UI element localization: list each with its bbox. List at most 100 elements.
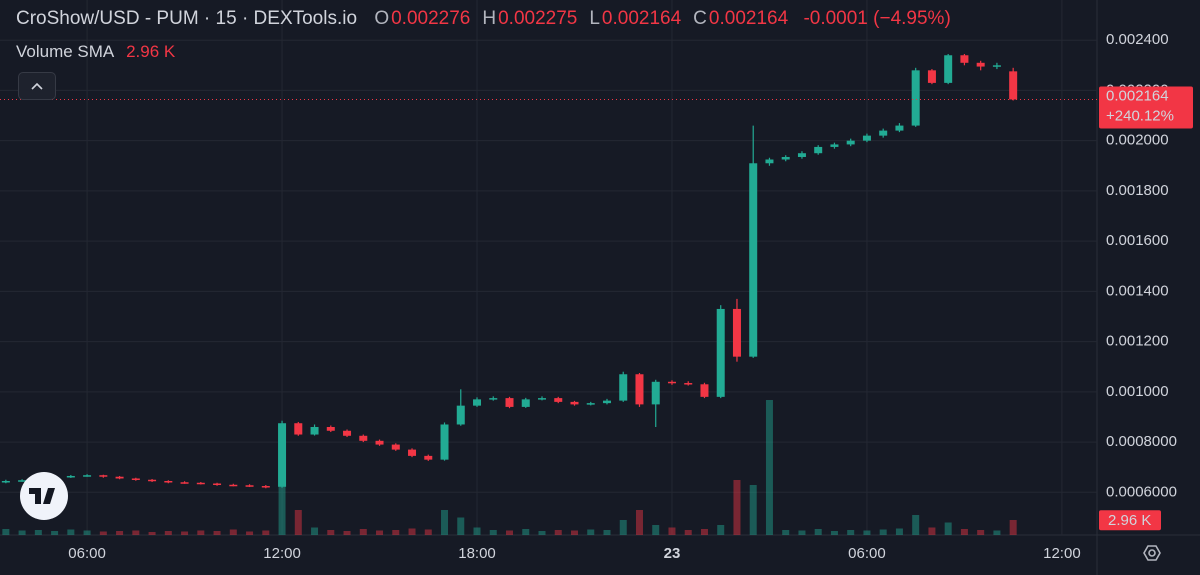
symbol-title: CroShow/USD - PUM · 15 · DEXTools.io — [16, 8, 358, 29]
ohlc-value: 0.002164 — [601, 8, 682, 29]
y-tick-label: 0.001000 — [1106, 383, 1169, 400]
candle-body — [375, 440, 384, 445]
volume-bar — [814, 529, 822, 535]
ohlc-key: O — [374, 8, 390, 29]
candle-body — [408, 449, 417, 456]
volume-bar — [2, 529, 10, 535]
volume-bar — [570, 530, 578, 535]
volume-bar — [912, 515, 920, 535]
chevron[interactable] — [19, 73, 55, 99]
candle-body — [651, 381, 660, 405]
candle-body — [18, 480, 27, 482]
volume-bar — [262, 530, 270, 535]
ohlc-key: C — [693, 8, 707, 29]
volume-bar — [67, 529, 75, 535]
volume-bar — [424, 529, 432, 535]
candle-body — [1, 480, 10, 483]
candle-body — [944, 55, 953, 83]
volume-bar — [213, 531, 221, 535]
candle-body — [895, 125, 904, 131]
candle-body — [521, 399, 530, 407]
candle-body — [359, 435, 368, 441]
volume-bar — [895, 528, 903, 535]
candle-body — [1009, 71, 1018, 100]
candle-body — [992, 65, 1001, 67]
last-price-change: +240.12% — [1106, 107, 1174, 124]
candle-body — [456, 405, 465, 425]
volume-bar — [700, 529, 708, 535]
volume-bar — [229, 529, 237, 535]
x-tick-label: 06:00 — [68, 545, 106, 562]
volume-bar — [944, 522, 952, 535]
candle-body — [424, 455, 433, 460]
volume-bar — [1009, 520, 1017, 535]
settings-dot[interactable] — [1148, 549, 1156, 557]
volume-bar — [993, 530, 1001, 535]
candle-body — [538, 398, 547, 400]
x-tick-label: 06:00 — [848, 545, 886, 562]
y-tick-label: 0.001800 — [1106, 182, 1169, 199]
chevron-path[interactable] — [31, 82, 43, 90]
candle-body — [960, 55, 969, 63]
volume-bar — [749, 485, 757, 535]
volume-bar — [392, 530, 400, 535]
candle-body — [684, 383, 693, 385]
logo-mark — [29, 488, 55, 504]
volume-bar — [343, 531, 351, 535]
volume-bar — [798, 530, 806, 535]
settings-icon[interactable] — [1143, 545, 1161, 561]
x-tick-label: 12:00 — [263, 545, 301, 562]
header: CroShow/USD - PUM · 15 · DEXTools.io O 0.… — [16, 8, 951, 30]
candle-body — [196, 482, 205, 485]
collapse-button[interactable] — [18, 72, 56, 100]
volume-bar — [51, 531, 59, 535]
candle-body — [245, 485, 254, 487]
y-tick-label: 0.001600 — [1106, 232, 1169, 249]
candle-body — [732, 308, 741, 357]
volume-bar — [928, 527, 936, 535]
y-tick-label: 0.002400 — [1106, 31, 1169, 48]
candle-body — [716, 308, 725, 397]
volume-bar — [278, 460, 286, 535]
volume-bar — [18, 530, 26, 535]
volume-bar — [83, 530, 91, 535]
settings-hex[interactable] — [1143, 545, 1161, 561]
last-price-label: 0.002164 — [1106, 87, 1169, 104]
volume-bar — [294, 510, 302, 535]
volume-bar — [359, 529, 367, 535]
ohlc-legend: O 0.002276 H 0.002275 L 0.002164 C 0.002164 — [362, 8, 788, 29]
change: -0.0001 (−4.95%) — [803, 8, 951, 29]
volume-bar — [554, 530, 562, 535]
volume-bar — [327, 530, 335, 535]
candle-body — [343, 430, 352, 436]
candle-body — [391, 444, 400, 450]
volume-bar — [457, 517, 465, 535]
volume-sma-value: 2.96 K — [126, 42, 176, 61]
candle-body — [862, 135, 871, 141]
volume-bar — [684, 530, 692, 535]
volume-sma-name: Volume SMA — [16, 42, 114, 61]
volume-bar — [181, 531, 189, 535]
candle-body — [115, 476, 124, 479]
candle-body — [131, 478, 140, 480]
volume — [2, 400, 1017, 535]
candle-body — [749, 163, 758, 357]
candle-body — [619, 374, 628, 401]
candle-body — [667, 381, 676, 384]
last-price-box — [1099, 86, 1193, 129]
logo-circle — [20, 472, 68, 520]
candle-body — [213, 483, 222, 486]
candle-body — [797, 153, 806, 157]
candle-body — [310, 426, 319, 435]
candle-body — [294, 423, 303, 435]
volume-bar — [522, 529, 530, 535]
candle-body — [814, 146, 823, 154]
candle-body — [66, 475, 75, 478]
candle-body — [635, 374, 644, 405]
candle-body — [830, 144, 839, 147]
axes: 0.0006000 0.0008000 0.001000 0.001200 0.0014… — [68, 31, 1193, 562]
candle-body — [976, 62, 985, 67]
volume-bar — [619, 520, 627, 535]
candle-body — [261, 486, 270, 488]
